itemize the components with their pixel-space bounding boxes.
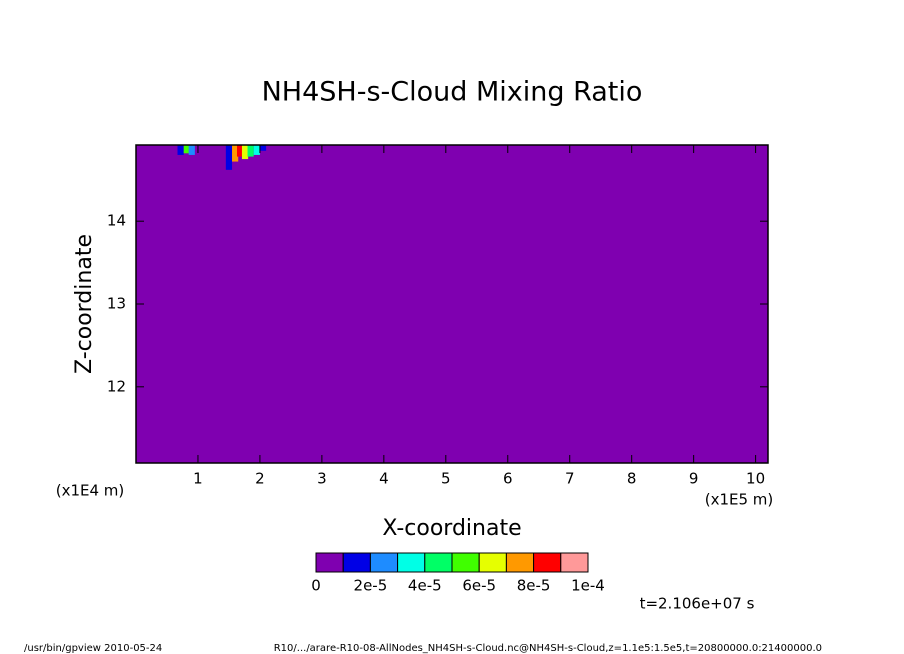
x-tick-label: 3 (317, 470, 327, 488)
x-unit: (x1E5 m) (705, 491, 774, 509)
colorbar-box (478, 552, 507, 573)
x-tick-label: 5 (441, 470, 451, 488)
x-tick-label: 1 (193, 470, 203, 488)
colorbar-box (315, 552, 344, 573)
contour-cell (183, 145, 190, 154)
colorbar-box (505, 552, 535, 573)
y-unit: (x1E4 m) (56, 482, 125, 500)
contour-cell (188, 145, 195, 155)
colorbar-label: 4e-5 (408, 577, 442, 595)
x-tick-label: 7 (565, 470, 575, 488)
colorbar-label: 1e-4 (571, 577, 605, 595)
x-tick-label: 10 (746, 470, 765, 488)
colorbar-box (533, 552, 562, 573)
contour-cell (259, 145, 267, 151)
y-tick-label: 13 (107, 295, 126, 313)
chart-title: NH4SH-s-Cloud Mixing Ratio (262, 77, 643, 108)
y-tick-label: 12 (107, 377, 126, 395)
x-tick-label: 9 (689, 470, 699, 488)
colorbar-label: 6e-5 (462, 577, 496, 595)
contour-cell (225, 145, 233, 170)
colorbar-box (369, 552, 399, 573)
y-tick-label: 14 (107, 212, 126, 230)
x-tick-label: 6 (503, 470, 513, 488)
x-tick-label: 8 (627, 470, 637, 488)
contour-cell (253, 145, 260, 155)
contour-cell (177, 145, 184, 155)
colorbar-label: 0 (311, 577, 321, 595)
contour-cell (247, 145, 254, 157)
colorbar-label: 8e-5 (517, 577, 551, 595)
colorbar-box (397, 552, 426, 573)
contour-cell (241, 145, 249, 160)
x-tick-label: 2 (255, 470, 265, 488)
y-axis-label: Z-coordinate (72, 234, 97, 374)
footer-left: /usr/bin/gpview 2010-05-24 (24, 643, 162, 654)
colorbar-box (560, 552, 589, 573)
footer-right: R10/.../arare-R10-08-AllNodes_NH4SH-s-Cl… (274, 643, 822, 654)
x-axis-label: X-coordinate (382, 516, 521, 541)
colorbar-box (424, 552, 453, 573)
field-background (136, 145, 768, 463)
x-tick-label: 4 (379, 470, 389, 488)
colorbar-box (451, 552, 480, 573)
contour-cell (236, 145, 244, 157)
colorbar-box (342, 552, 371, 573)
time-annotation: t=2.106e+07 s (640, 595, 755, 613)
contour-cell (232, 145, 239, 162)
colorbar-label: 2e-5 (354, 577, 388, 595)
